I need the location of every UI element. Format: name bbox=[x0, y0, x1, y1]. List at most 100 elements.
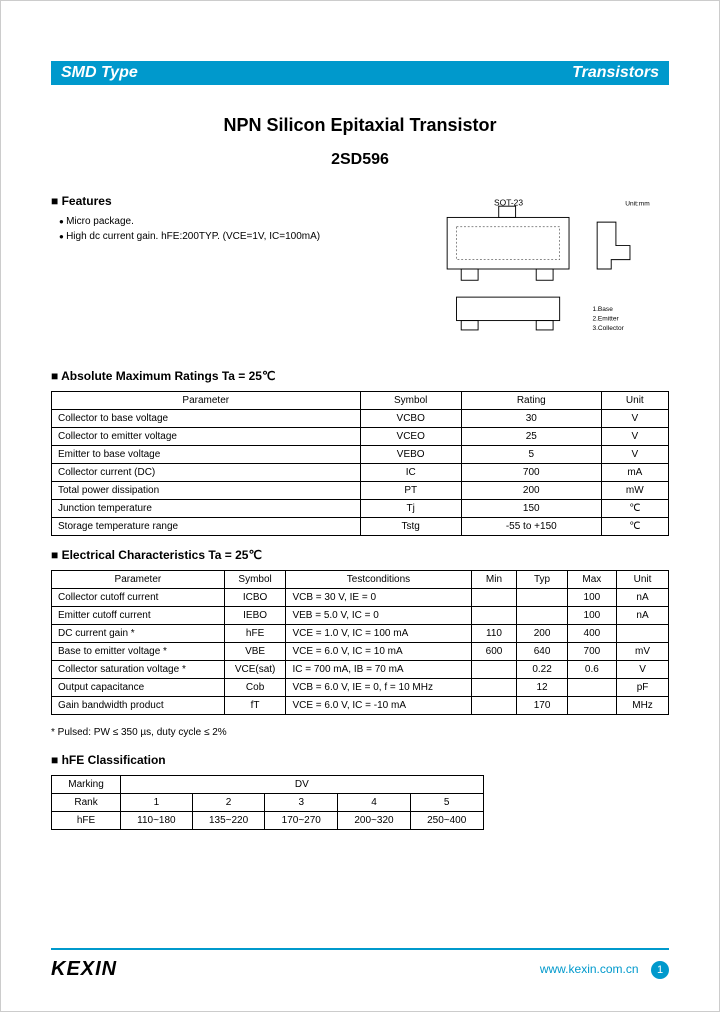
cell: VCB = 30 V, IE = 0 bbox=[286, 589, 471, 607]
absmax-header: Absolute Maximum Ratings Ta = 25℃ bbox=[51, 369, 669, 383]
cell bbox=[471, 589, 517, 607]
cell: VCE = 1.0 V, IC = 100 mA bbox=[286, 625, 471, 643]
cell: 100 bbox=[567, 607, 616, 625]
hfe-header: hFE Classification bbox=[51, 753, 669, 767]
col-header: Unit bbox=[617, 571, 669, 589]
cell: Junction temperature bbox=[52, 500, 361, 518]
table-row: Collector to emitter voltageVCEO25V bbox=[52, 428, 669, 446]
cell: 1 bbox=[121, 794, 193, 812]
cell: 200 bbox=[517, 625, 567, 643]
cell: Gain bandwidth product bbox=[52, 697, 225, 715]
cell: 3 bbox=[265, 794, 338, 812]
cell: 640 bbox=[517, 643, 567, 661]
cell: VEB = 5.0 V, IC = 0 bbox=[286, 607, 471, 625]
features-block: Features Micro package. High dc current … bbox=[51, 194, 391, 349]
table-row: Marking DV bbox=[52, 776, 484, 794]
hfe-table: Marking DV Rank 12345 hFE 110~180135~220… bbox=[51, 775, 484, 830]
cell: Rank bbox=[52, 794, 121, 812]
elec-table: Parameter Symbol Testconditions Min Typ … bbox=[51, 570, 669, 715]
col-header: Parameter bbox=[52, 392, 361, 410]
col-header: Max bbox=[567, 571, 616, 589]
cell bbox=[567, 697, 616, 715]
cell: Collector cutoff current bbox=[52, 589, 225, 607]
cell: 150 bbox=[461, 500, 601, 518]
cell: IC bbox=[360, 464, 461, 482]
cell: 700 bbox=[461, 464, 601, 482]
cell: 12 bbox=[517, 679, 567, 697]
elec-note: * Pulsed: PW ≤ 350 µs, duty cycle ≤ 2% bbox=[51, 727, 669, 738]
col-header: Testconditions bbox=[286, 571, 471, 589]
cell: 200 bbox=[461, 482, 601, 500]
cell: VCE = 6.0 V, IC = -10 mA bbox=[286, 697, 471, 715]
cell: hFE bbox=[52, 812, 121, 830]
cell: VCE = 6.0 V, IC = 10 mA bbox=[286, 643, 471, 661]
table-row: Total power dissipationPT200mW bbox=[52, 482, 669, 500]
col-header: Parameter bbox=[52, 571, 225, 589]
page-number: 1 bbox=[651, 961, 669, 979]
cell: 110 bbox=[471, 625, 517, 643]
header-left: SMD Type bbox=[61, 64, 138, 82]
cell: 135~220 bbox=[192, 812, 265, 830]
cell: ICBO bbox=[224, 589, 286, 607]
cell: 5 bbox=[410, 794, 483, 812]
cell: fT bbox=[224, 697, 286, 715]
package-diagram: SOT-23 Unit:mm 1.Base 2.Emitter 3.Collec… bbox=[422, 194, 669, 349]
cell: Output capacitance bbox=[52, 679, 225, 697]
col-header: Symbol bbox=[224, 571, 286, 589]
svg-text:2.Emitter: 2.Emitter bbox=[592, 316, 619, 323]
feature-item: Micro package. bbox=[51, 216, 391, 227]
feature-item: High dc current gain. hFE:200TYP. (VCE=1… bbox=[51, 231, 391, 242]
table-row: Emitter to base voltageVEBO5V bbox=[52, 446, 669, 464]
header-bar: SMD Type Transistors bbox=[51, 61, 669, 85]
cell: 170 bbox=[517, 697, 567, 715]
cell: ℃ bbox=[601, 500, 668, 518]
table-row: Output capacitanceCobVCB = 6.0 V, IE = 0… bbox=[52, 679, 669, 697]
cell: Emitter cutoff current bbox=[52, 607, 225, 625]
table-row: Junction temperatureTj150℃ bbox=[52, 500, 669, 518]
cell: 30 bbox=[461, 410, 601, 428]
cell: 400 bbox=[567, 625, 616, 643]
cell: 0.22 bbox=[517, 661, 567, 679]
cell bbox=[567, 679, 616, 697]
table-row: Collector cutoff currentICBOVCB = 30 V, … bbox=[52, 589, 669, 607]
table-row: Collector to base voltageVCBO30V bbox=[52, 410, 669, 428]
cell: PT bbox=[360, 482, 461, 500]
cell: IC = 700 mA, IB = 70 mA bbox=[286, 661, 471, 679]
cell: pF bbox=[617, 679, 669, 697]
elec-header: Electrical Characteristics Ta = 25℃ bbox=[51, 548, 669, 562]
cell: 4 bbox=[338, 794, 411, 812]
cell: IEBO bbox=[224, 607, 286, 625]
col-header: Typ bbox=[517, 571, 567, 589]
cell: Total power dissipation bbox=[52, 482, 361, 500]
unit-label: Unit:mm bbox=[625, 200, 650, 207]
col-header: Unit bbox=[601, 392, 668, 410]
cell: Cob bbox=[224, 679, 286, 697]
cell: VBE bbox=[224, 643, 286, 661]
cell: Marking bbox=[52, 776, 121, 794]
svg-text:1.Base: 1.Base bbox=[592, 306, 613, 313]
cell: mA bbox=[601, 464, 668, 482]
cell: VCBO bbox=[360, 410, 461, 428]
part-number: 2SD596 bbox=[51, 151, 669, 169]
cell: 250~400 bbox=[410, 812, 483, 830]
cell: hFE bbox=[224, 625, 286, 643]
cell: nA bbox=[617, 589, 669, 607]
table-row: Storage temperature rangeTstg-55 to +150… bbox=[52, 518, 669, 536]
cell bbox=[617, 625, 669, 643]
cell: 25 bbox=[461, 428, 601, 446]
table-row: Rank 12345 bbox=[52, 794, 484, 812]
cell: VCEO bbox=[360, 428, 461, 446]
cell: 170~270 bbox=[265, 812, 338, 830]
cell: Collector to base voltage bbox=[52, 410, 361, 428]
top-section: Features Micro package. High dc current … bbox=[51, 194, 669, 349]
cell: V bbox=[617, 661, 669, 679]
cell: 0.6 bbox=[567, 661, 616, 679]
cell: DC current gain * bbox=[52, 625, 225, 643]
cell: 2 bbox=[192, 794, 265, 812]
cell bbox=[471, 697, 517, 715]
page-title: NPN Silicon Epitaxial Transistor bbox=[51, 115, 669, 136]
table-row: hFE 110~180135~220170~270200~320250~400 bbox=[52, 812, 484, 830]
cell bbox=[517, 589, 567, 607]
cell: 600 bbox=[471, 643, 517, 661]
cell: Emitter to base voltage bbox=[52, 446, 361, 464]
